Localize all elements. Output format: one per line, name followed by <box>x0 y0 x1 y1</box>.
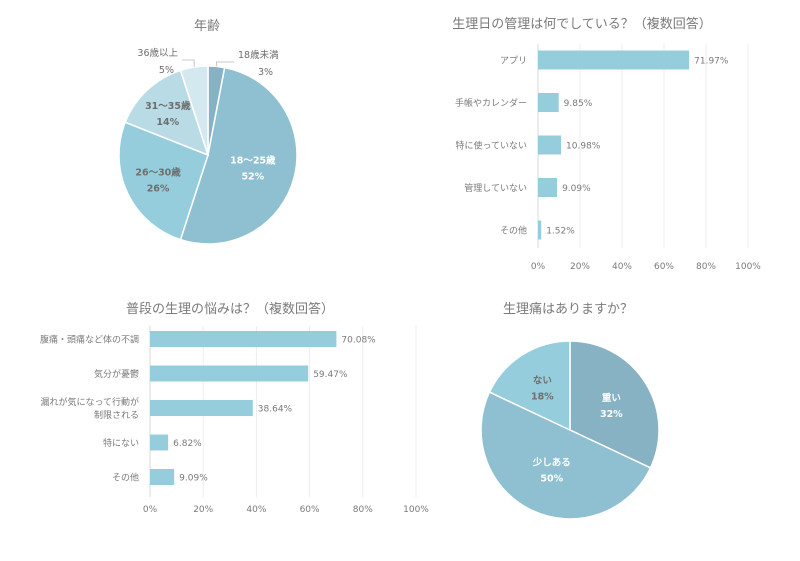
slice-label: 36歳以上 <box>137 47 178 59</box>
bar-chart-2: 普段の生理の悩みは？（複数回答） 0% 20% 40% 60% 80% 100% 70.08%… <box>40 301 429 515</box>
y-category-label: その他 <box>112 472 139 484</box>
y-category-label: 管理していない <box>464 182 527 194</box>
x-tick-label: 20% <box>193 505 213 515</box>
bar-value-label: 59.47% <box>313 370 348 380</box>
y-category-label: 特に使っていない <box>455 140 527 152</box>
leader-line <box>215 61 234 67</box>
slice-label: 26〜30歳 <box>135 166 181 178</box>
x-tick-label: 40% <box>612 262 632 272</box>
bar-value-label: 9.09% <box>179 474 208 484</box>
pie-chart-3: 生理痛はありますか？ 重い 32% 少しある 50% ない 18% <box>480 301 660 520</box>
x-tick-label: 80% <box>696 262 716 272</box>
x-tick-label: 80% <box>353 505 373 515</box>
y-category-label: 特にない <box>103 437 139 449</box>
bar-value-label: 71.97% <box>694 57 729 67</box>
x-tick-label: 0% <box>531 262 546 272</box>
chart-title: 普段の生理の悩みは？（複数回答） <box>126 301 334 317</box>
bar-value-label: 6.82% <box>173 439 202 449</box>
pie-slice <box>488 340 571 432</box>
slice-value-label: 52% <box>241 172 264 183</box>
bar-value-label: 70.08% <box>341 336 376 346</box>
y-category-label: 漏れが気になって行動が <box>40 396 139 408</box>
slice-label: 重い <box>602 392 621 404</box>
x-tick-label: 100% <box>735 262 761 272</box>
chart-title: 生理痛はありますか？ <box>503 301 633 317</box>
slice-label: 18歳未満 <box>238 49 279 61</box>
bar-value-label: 1.52% <box>546 227 575 237</box>
slice-label: 少しある <box>532 457 571 469</box>
bar-value-label: 9.09% <box>562 184 591 194</box>
slice-value-label: 18% <box>531 391 554 402</box>
bar <box>538 135 562 155</box>
bar-chart-1: 生理日の管理は何でしている？（複数回答） 0% 20% 40% 60% 80% 100% 71… <box>452 16 761 272</box>
x-tick-label: 0% <box>143 505 158 515</box>
y-category-label: 制限される <box>94 409 139 421</box>
bar <box>538 50 690 70</box>
x-tick-label: 60% <box>300 505 320 515</box>
pie-slice <box>118 121 209 241</box>
bar <box>150 434 169 451</box>
bar <box>150 469 175 485</box>
pie-chart-0: 年齢 18歳未満 3% 18〜25歳 52% 26〜30歳 26% 31〜35歳 14% 36歳以… <box>118 19 298 245</box>
slice-value-label: 32% <box>600 409 623 420</box>
y-category-label: その他 <box>500 225 527 237</box>
y-category-label: 手帳やカレンダー <box>455 97 527 109</box>
pie-slice <box>179 66 298 245</box>
chart-title: 年齢 <box>194 19 220 34</box>
bar <box>150 365 309 382</box>
bar-value-label: 38.64% <box>258 405 293 415</box>
chart-title: 生理日の管理は何でしている？（複数回答） <box>452 16 712 32</box>
slice-label: 18〜25歳 <box>230 155 276 167</box>
y-category-label: 気分が憂鬱 <box>94 368 139 380</box>
leader-line <box>182 59 195 68</box>
bar-value-label: 9.85% <box>564 99 593 109</box>
pie-slice <box>480 391 652 520</box>
slice-value-label: 26% <box>147 183 170 194</box>
x-tick-label: 40% <box>246 505 266 515</box>
bar <box>538 178 558 197</box>
slice-label: ない <box>533 375 552 386</box>
x-tick-label: 20% <box>570 262 590 272</box>
bar <box>150 331 337 347</box>
slice-label: 31〜35歳 <box>145 100 191 112</box>
slice-value-label: 3% <box>258 67 273 78</box>
bar <box>538 93 559 112</box>
bar-value-label: 10.98% <box>566 142 601 152</box>
slice-value-label: 5% <box>159 65 174 76</box>
pie-slice <box>569 340 660 469</box>
y-category-label: 腹痛・頭痛など体の不調 <box>40 334 139 346</box>
x-tick-label: 60% <box>654 262 674 272</box>
x-tick-label: 100% <box>403 505 429 515</box>
bar <box>538 220 542 240</box>
slice-value-label: 50% <box>540 474 563 485</box>
slice-value-label: 14% <box>156 117 179 128</box>
bar <box>150 400 253 416</box>
y-category-label: アプリ <box>500 56 527 67</box>
